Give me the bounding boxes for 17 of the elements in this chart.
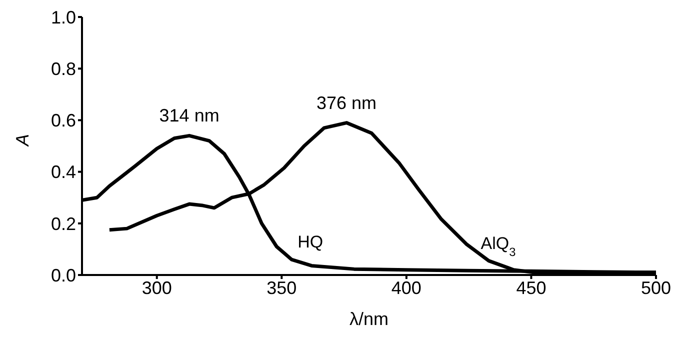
- annotation: 314 nm: [159, 106, 220, 126]
- x-tick-label: 500: [640, 278, 672, 298]
- y-tick-label: 0.0: [50, 265, 76, 286]
- annotation: 376 nm: [316, 92, 377, 113]
- x-tick-label: 300: [142, 278, 172, 298]
- series-label: AlQ$_{3}$: [480, 234, 516, 259]
- y-axis-title: A: [12, 134, 32, 147]
- y-tick-label: 0.8: [50, 58, 76, 79]
- series-label: HQ: [298, 232, 324, 252]
- x-tick-label: 350: [266, 278, 297, 298]
- y-tick-label: 0.4: [50, 162, 76, 182]
- x-tick-label: 400: [391, 278, 422, 298]
- y-tick-label: 1.0: [50, 7, 76, 28]
- y-tick-label: 0.2: [50, 214, 76, 234]
- y-tick-label: 0.6: [50, 110, 76, 131]
- x-tick-label: 450: [516, 278, 546, 298]
- x-axis-title: λ/nm: [349, 309, 389, 329]
